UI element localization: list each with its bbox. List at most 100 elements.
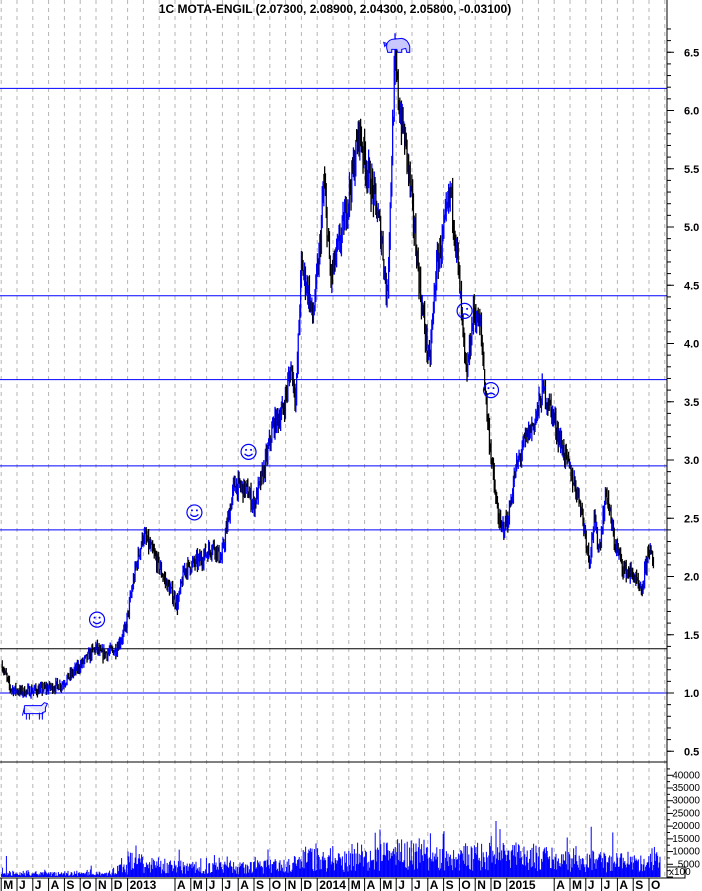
smiley-icon [240, 443, 257, 460]
mouth [460, 313, 470, 317]
bull-shape [21, 702, 49, 720]
volume-tick-label: 25000 [672, 808, 700, 819]
eye [461, 307, 464, 310]
price-tick-label: 5.5 [684, 164, 699, 176]
price-tick-label: 4.0 [684, 339, 699, 351]
price-tick-label: 1.0 [684, 688, 699, 700]
date-tick-label: 2013 [130, 878, 157, 891]
chart-title: 1C MOTA-ENGIL (2.07300, 2.08900, 2.04300… [159, 2, 511, 16]
volume-tick-label: 5000 [678, 859, 701, 870]
volume-tick-label: 20000 [672, 821, 700, 832]
mouth [190, 513, 199, 518]
price-tick-label: 3.5 [684, 397, 699, 409]
date-tick-label: A [51, 878, 60, 891]
date-tick-label: S [66, 878, 74, 891]
volume-tick-label: 40000 [672, 770, 700, 781]
price-tick-label: 6.0 [684, 106, 699, 118]
price-tick-label: 1.5 [684, 630, 699, 642]
date-tick-label: O [651, 878, 660, 891]
eye [466, 307, 469, 310]
price-tick-label: 5.0 [684, 222, 699, 234]
frown-icon [482, 382, 500, 399]
eye [195, 509, 198, 512]
date-tick-label: J [398, 878, 405, 891]
face-outline [88, 611, 106, 628]
date-tick-label: S [446, 878, 454, 891]
price-axis: 0.5 1.0 1.5 2.0 2.5 3.0 3.5 4.0 4.5 5.0 5.5 6.0 6.5 [667, 28, 699, 758]
eye [98, 616, 101, 619]
date-tick-label: M [193, 878, 203, 891]
date-tick-label: M [351, 878, 361, 891]
date-tick-label: J [209, 878, 216, 891]
date-tick-label: N [288, 878, 297, 891]
date-tick-label: O [272, 878, 281, 891]
date-tick-label: M [572, 878, 582, 891]
level-lines [0, 87, 667, 694]
smiley-icon [88, 611, 106, 628]
date-tick-label: N [98, 878, 107, 891]
date-tick-label: D [493, 878, 502, 891]
eye [245, 448, 248, 451]
date-tick-label: A [556, 878, 565, 891]
date-tick-label: 2015 [509, 878, 536, 891]
eye [492, 387, 495, 390]
bear-shape [383, 37, 411, 53]
date-axis: M J J A S O N D 2013 A M J J A S O N D 2014 M A M J J A S O N D 2015 A… [0, 878, 660, 891]
face-outline [482, 382, 500, 399]
face-outline [240, 443, 257, 460]
date-tick-label: A [619, 878, 628, 891]
date-tick-label: A [177, 878, 186, 891]
volume-unit-box [666, 866, 686, 879]
date-tick-label: D [114, 878, 123, 891]
face-outline [186, 504, 203, 521]
date-tick-label: D [303, 878, 312, 891]
mouth [92, 621, 102, 625]
date-tick-label: J [588, 878, 595, 891]
date-tick-label: S [256, 878, 264, 891]
volume-unit-label: x100 [669, 867, 691, 878]
date-tick-label: A [367, 878, 376, 891]
price-tick-label: 6.5 [684, 47, 699, 59]
eye [190, 509, 193, 512]
price-tick-label: 4.5 [684, 280, 699, 292]
mouth [244, 453, 253, 457]
price-tick-label: 3.0 [684, 455, 699, 467]
date-tick-label: N [477, 878, 486, 891]
price-tick-label: 0.5 [684, 746, 699, 758]
eye [250, 448, 253, 451]
date-tick-label: 2014 [319, 878, 346, 891]
date-tick-label: J [604, 878, 611, 891]
bull-icon [21, 702, 49, 720]
date-tick-label: J [35, 878, 42, 891]
date-tick-label: J [19, 878, 26, 891]
face-outline [456, 302, 473, 319]
volume-tick-label: 35000 [672, 783, 700, 794]
date-tick-label: O [461, 878, 470, 891]
volume-tick-label: 10000 [672, 847, 700, 858]
grid [0, 0, 666, 878]
eye [487, 387, 490, 390]
price-tick-label: 2.5 [684, 513, 699, 525]
date-tick-label: A [240, 878, 249, 891]
frown-icon [456, 302, 473, 319]
date-tick-label: O [82, 878, 91, 891]
bear-icon [383, 37, 411, 53]
volume-tick-label: 15000 [672, 834, 700, 845]
volume-bars [1, 821, 661, 877]
date-tick-label: M [382, 878, 392, 891]
eye [93, 616, 96, 619]
date-tick-label: M [3, 878, 13, 891]
mouth [486, 392, 496, 396]
smiley-icon [186, 504, 203, 521]
date-tick-label: J [414, 878, 421, 891]
volume-tick-label: 30000 [672, 796, 700, 807]
price-tick-label: 2.0 [684, 572, 699, 584]
date-tick-label: S [635, 878, 643, 891]
date-tick-label: A [430, 878, 439, 891]
price-bars [1, 33, 655, 699]
date-tick-label: J [224, 878, 231, 891]
signal-markers [21, 37, 500, 720]
